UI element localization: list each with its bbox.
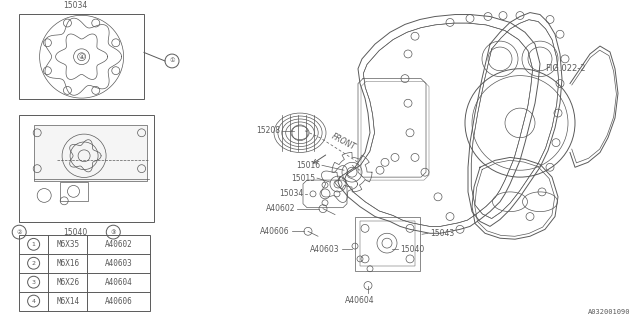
Text: 15040: 15040	[63, 228, 88, 236]
Text: M6X14: M6X14	[56, 297, 79, 306]
Text: A40606: A40606	[260, 227, 290, 236]
Bar	[355, 217, 420, 271]
Text: 15016: 15016	[296, 161, 320, 170]
Text: FRONT: FRONT	[330, 131, 357, 151]
Text: A40602: A40602	[266, 204, 295, 213]
Text: 15015: 15015	[291, 174, 315, 183]
Text: 1: 1	[32, 242, 36, 247]
Bar	[19, 115, 154, 222]
Text: 15208: 15208	[256, 126, 280, 135]
Text: A40606: A40606	[105, 297, 132, 306]
Text: ④: ④	[79, 54, 84, 60]
Text: M6X35: M6X35	[56, 240, 79, 249]
Text: 4: 4	[31, 299, 36, 304]
Text: ③: ③	[111, 230, 116, 235]
Text: ①: ①	[169, 59, 175, 63]
Text: M6X16: M6X16	[56, 259, 79, 268]
Text: 15040: 15040	[400, 244, 424, 253]
Bar	[19, 14, 144, 99]
Text: A40604: A40604	[105, 278, 132, 287]
Bar	[360, 221, 415, 266]
Bar	[60, 181, 88, 201]
Text: 2: 2	[31, 261, 36, 266]
Text: A032001090: A032001090	[588, 309, 630, 315]
Bar	[19, 235, 150, 310]
Text: A40603: A40603	[105, 259, 132, 268]
Text: 15034: 15034	[63, 1, 88, 10]
Text: FIG.022-2: FIG.022-2	[545, 64, 586, 73]
Text: A40602: A40602	[105, 240, 132, 249]
Text: A40604: A40604	[345, 296, 375, 305]
Text: 3: 3	[31, 280, 36, 285]
Bar	[34, 125, 147, 181]
Text: ②: ②	[17, 230, 22, 235]
Text: M6X26: M6X26	[56, 278, 79, 287]
Text: A40603: A40603	[310, 244, 340, 253]
Text: 15034: 15034	[279, 189, 303, 198]
Text: 15043: 15043	[430, 229, 454, 238]
